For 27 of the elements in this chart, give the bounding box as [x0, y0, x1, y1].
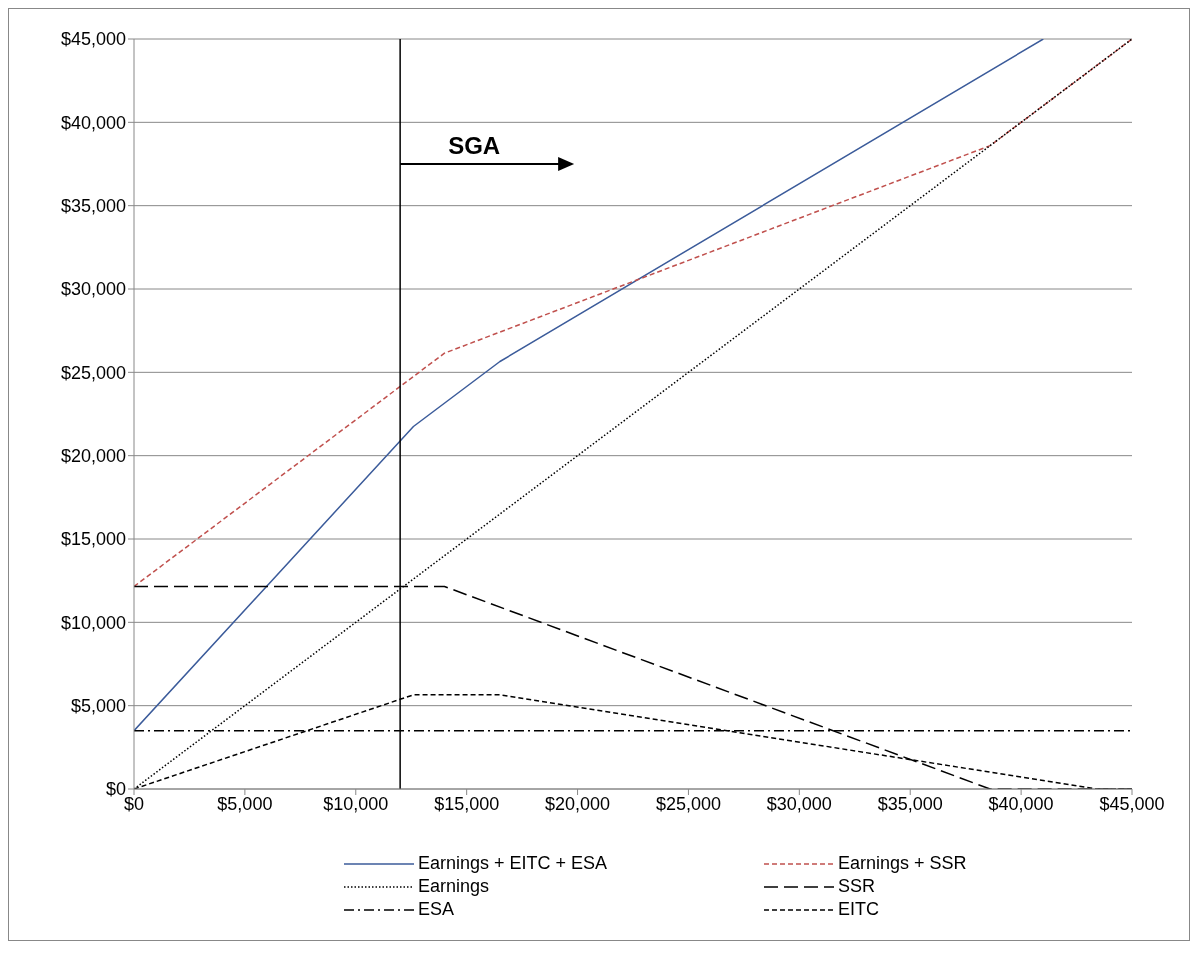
y-tick-label: $10,000	[60, 612, 126, 633]
legend-label: ESA	[418, 899, 455, 920]
x-tick-label: $35,000	[877, 793, 943, 814]
legend-label: SSR	[838, 876, 876, 897]
y-tick-label: $5,000	[70, 696, 126, 717]
x-tick-label: $15,000	[434, 793, 500, 814]
x-tick-label: $45,000	[1099, 793, 1165, 814]
legend-label: Earnings	[418, 876, 490, 897]
y-tick-label: $35,000	[60, 196, 126, 217]
annotation: SGA	[448, 132, 501, 159]
x-tick-label: $40,000	[988, 793, 1054, 814]
legend-label: EITC	[838, 899, 880, 920]
x-tick-label: $5,000	[217, 793, 273, 814]
y-tick-label: $20,000	[60, 446, 126, 467]
x-tick-label: $30,000	[766, 793, 832, 814]
x-tick-label: $10,000	[323, 793, 389, 814]
legend-label: Earnings + SSR	[838, 853, 967, 874]
y-tick-label: $40,000	[60, 112, 126, 133]
x-tick-label: $25,000	[655, 793, 721, 814]
x-tick-label: $0	[123, 793, 145, 814]
y-tick-label: $30,000	[60, 279, 126, 300]
x-tick-label: $20,000	[545, 793, 611, 814]
y-tick-label: $0	[105, 779, 126, 800]
legend-label: Earnings + EITC + ESA	[418, 853, 608, 874]
y-tick-label: $25,000	[60, 362, 126, 383]
y-tick-label: $45,000	[60, 29, 126, 50]
y-tick-label: $15,000	[60, 529, 126, 550]
